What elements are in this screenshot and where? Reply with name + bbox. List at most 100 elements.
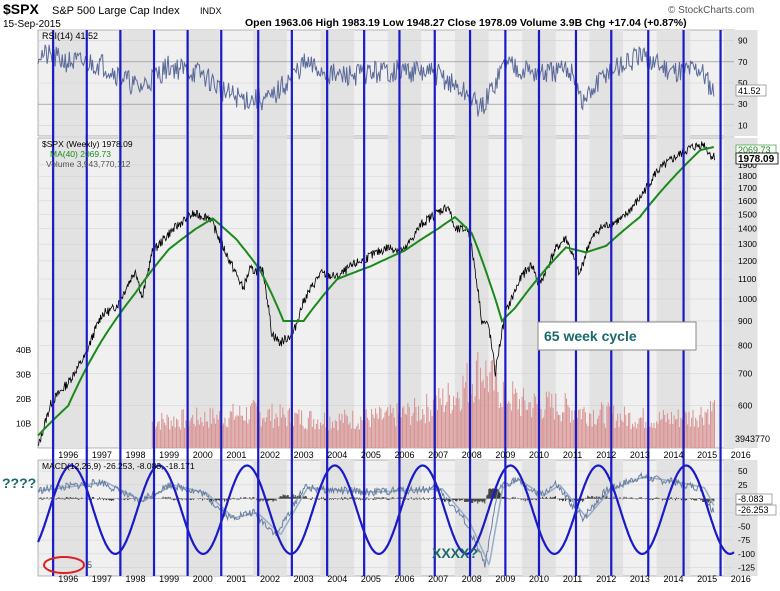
year-label-price: 1998 — [125, 450, 145, 460]
bottom-note: XXXX? — [432, 545, 478, 561]
macd-label: MACD(12,26,9) -26.253, -8.083, -18.171 — [42, 461, 195, 471]
exchange: INDX — [200, 6, 222, 16]
year-label-price: 2008 — [462, 450, 482, 460]
year-band — [723, 138, 758, 448]
year-label-macd: 2000 — [193, 574, 213, 584]
price-tick-label: 1600 — [738, 196, 757, 206]
rsi-tick-label: 10 — [738, 120, 748, 130]
macd-tick-label: -100 — [738, 549, 755, 559]
rsi-tick-label: 50 — [738, 78, 748, 88]
year-label-price: 2015 — [697, 450, 717, 460]
rsi-badge-box — [735, 84, 767, 97]
price-badge: 1978.09 — [738, 154, 775, 165]
year-label-macd: 2006 — [394, 574, 414, 584]
volume-tick-label: 30B — [16, 370, 31, 380]
year-label-macd: 2015 — [697, 574, 717, 584]
macd-badge2: -26.253 — [738, 505, 769, 515]
volume-badge: 3943770 — [735, 434, 770, 444]
year-label-price: 2001 — [226, 450, 246, 460]
year-label-price: 2000 — [193, 450, 213, 460]
red-circle — [43, 556, 85, 574]
macd-tick-label: 25 — [738, 480, 748, 490]
year-band — [723, 460, 758, 576]
year-band — [320, 460, 355, 576]
price-layer — [37, 141, 715, 447]
quote-date: 15-Sep-2015 — [3, 19, 61, 30]
year-band — [185, 460, 220, 576]
rsi-badge: 41.52 — [738, 86, 761, 96]
symbol: $SPX — [3, 1, 39, 17]
year-label-macd: 2010 — [529, 574, 549, 584]
quote-line: Open 1963.06 High 1983.19 Low 1948.27 Cl… — [245, 17, 687, 29]
price-badge-box — [735, 152, 779, 165]
year-label-price: 1997 — [92, 450, 112, 460]
volume-tick-label: 10B — [16, 419, 31, 429]
year-label-macd: 2008 — [462, 574, 482, 584]
index-name: S&P 500 Large Cap Index — [52, 5, 180, 17]
watermark: © StockCharts.com — [668, 5, 754, 16]
year-label-price: 2004 — [327, 450, 347, 460]
rsi-tick-label: 70 — [738, 57, 748, 67]
year-label-price: 2016 — [731, 450, 751, 460]
year-label-macd: 2014 — [663, 574, 683, 584]
year-label-price: 2003 — [294, 450, 314, 460]
price-legend-3: Volume 3,943,770,112 — [46, 159, 131, 169]
volume-tick-label: 40B — [16, 345, 31, 355]
year-label-price: 2012 — [596, 450, 616, 460]
year-label-price: 2007 — [428, 450, 448, 460]
price-tick-label: 800 — [738, 341, 752, 351]
year-label-macd: 2009 — [495, 574, 515, 584]
cycle-annotation: 65 week cycle — [544, 328, 637, 344]
price-line — [37, 141, 715, 447]
macd-badge1-box — [735, 493, 773, 505]
cycle-annotation-box — [537, 321, 697, 351]
macd-layer — [37, 471, 715, 568]
year-label-macd: 2003 — [294, 574, 314, 584]
macd-tick-label: -50 — [738, 521, 751, 531]
year-label-macd: 1997 — [92, 574, 112, 584]
year-label-macd: 1996 — [58, 574, 78, 584]
macd-tick-label: 50 — [738, 466, 748, 476]
ma-badge: 2069.73 — [738, 145, 771, 155]
year-label-macd: 2011 — [563, 574, 582, 584]
rsi-tick-label: 30 — [738, 99, 748, 109]
price-legend-2: MA(40) 2069.73 — [50, 149, 111, 159]
price-tick-label: 600 — [738, 401, 752, 411]
rsi-tick-label: 90 — [738, 36, 748, 46]
year-label-macd: 2002 — [260, 574, 280, 584]
circle-note: 5 — [87, 560, 92, 570]
macd-badge1: -8.083 — [738, 494, 764, 504]
price-tick-label: 900 — [738, 316, 752, 326]
price-tick-label: 1400 — [738, 224, 757, 234]
price-tick-label: 700 — [738, 368, 752, 378]
volume-tick-label: 20B — [16, 394, 31, 404]
macd-tick-label: -125 — [738, 563, 755, 573]
year-label-macd: 1998 — [125, 574, 145, 584]
year-band — [387, 138, 422, 448]
year-label-macd: 2016 — [731, 574, 751, 584]
cycle-layer — [37, 30, 735, 576]
year-label-price: 2010 — [529, 450, 549, 460]
year-label-price: 2002 — [260, 450, 280, 460]
left-note: ???? — [2, 475, 36, 491]
year-label-macd: 2004 — [327, 574, 347, 584]
price-tick-label: 1200 — [738, 256, 757, 266]
year-label-macd: 2012 — [596, 574, 616, 584]
year-label-price: 2014 — [663, 450, 683, 460]
price-tick-label: 1900 — [738, 160, 757, 170]
price-tick-label: 1800 — [738, 171, 757, 181]
year-band — [454, 460, 489, 576]
rsi-line — [37, 44, 715, 117]
rsi-layer — [37, 44, 715, 117]
year-label-macd: 2007 — [428, 574, 448, 584]
year-label-price: 2005 — [361, 450, 381, 460]
ma-line — [37, 146, 715, 437]
price-tick-label: 1300 — [738, 239, 757, 249]
year-label-macd: 2001 — [226, 574, 246, 584]
year-label-macd: 2013 — [630, 574, 650, 584]
year-label-price: 1999 — [159, 450, 179, 460]
year-label-macd: 2005 — [361, 574, 381, 584]
year-label-price: 2009 — [495, 450, 515, 460]
